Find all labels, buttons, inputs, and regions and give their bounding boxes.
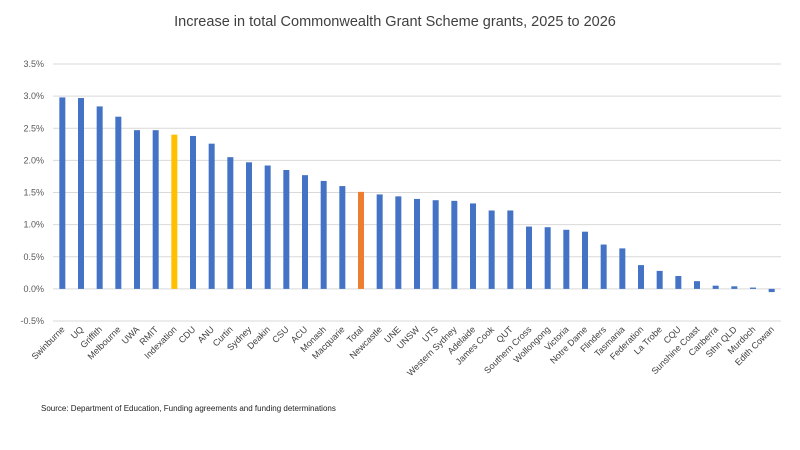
bar-csu (283, 170, 290, 289)
bar-acu (302, 175, 308, 289)
bar-rmit (152, 130, 159, 289)
bar-uq (78, 98, 84, 289)
bar-qut (507, 210, 514, 289)
y-tick-label: 3.5% (23, 59, 44, 69)
bar-wollongong (544, 227, 551, 289)
bar-james-cook (488, 210, 495, 289)
bar-une (395, 196, 402, 289)
y-tick-label: 2.5% (23, 123, 44, 133)
bar-cdu (190, 135, 196, 289)
bar-sydney (246, 162, 252, 289)
chart-title: Increase in total Commonwealth Grant Sch… (174, 14, 616, 30)
bar-anu (208, 143, 215, 289)
bar-unsw (414, 198, 420, 289)
bars (59, 97, 775, 293)
bar-deakin (264, 165, 271, 289)
bar-flinders (600, 244, 607, 289)
bar-murdoch (750, 287, 756, 289)
bar-uwa (134, 130, 140, 289)
y-tick-label: 1.0% (23, 220, 44, 230)
y-tick-label: 2.0% (23, 155, 44, 165)
x-tick-label: Swinburne (30, 324, 67, 361)
bar-indexation (171, 134, 178, 289)
bar-adelaide (470, 203, 476, 289)
y-axis: -0.5% 0.0% 0.5% 1.0% 1.5% 2.0% 2.5% 3.0% 3.5% (20, 59, 44, 326)
bar-melbourne (115, 116, 122, 289)
bar-edith-cowan (768, 288, 775, 293)
bar-sunshine-coast (694, 281, 700, 289)
x-tick-label: CDU (177, 324, 198, 345)
y-tick-label: 1.5% (23, 188, 44, 198)
bar-victoria (563, 229, 570, 289)
y-tick-label: 0.0% (23, 284, 44, 294)
bar-cqu (675, 276, 682, 289)
x-axis: Swinburne UQGriffithMelbourneUWARMITIndex… (30, 324, 776, 378)
y-tick-label: 3.0% (23, 91, 44, 101)
bar-macquarie (339, 186, 346, 289)
bar-tasmania (619, 248, 626, 289)
bar-la-trobe (656, 270, 663, 289)
x-tick-label: UWA (120, 324, 142, 346)
bar-southern-cross (526, 226, 532, 289)
bar-uts (432, 200, 439, 289)
bar-total (358, 191, 364, 289)
bar-griffith (96, 106, 103, 289)
y-tick-label: -0.5% (20, 316, 44, 326)
bar-federation (638, 265, 644, 289)
bar-notre-dame (582, 231, 588, 289)
bar-western-sydney (451, 200, 458, 289)
source-note: Source: Department of Education, Funding… (41, 404, 336, 413)
bar-curtin (227, 157, 234, 289)
bar-swinburne (59, 97, 66, 289)
bar-canberra (712, 285, 719, 289)
x-tick-label: CSU (270, 324, 291, 345)
bar-sthn-qld (731, 286, 738, 289)
bar-monash (320, 180, 327, 289)
bar-newcastle (376, 194, 383, 289)
y-tick-label: 0.5% (23, 252, 44, 262)
